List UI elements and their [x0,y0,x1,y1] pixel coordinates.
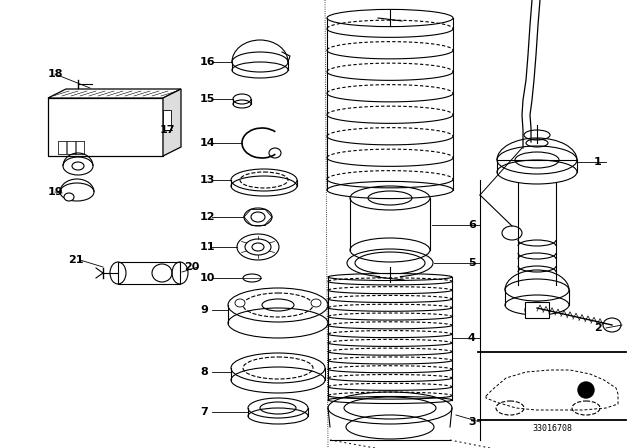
Polygon shape [48,89,181,98]
Ellipse shape [525,302,549,318]
Text: 4: 4 [468,333,476,343]
Circle shape [578,382,594,398]
Text: 12: 12 [200,212,216,222]
Bar [525,302,549,318]
Bar [58,141,84,154]
Bar [58,141,66,154]
Text: 6: 6 [468,220,476,230]
Text: 10: 10 [200,273,216,283]
Text: 13: 13 [200,175,216,185]
Text: 3: 3 [468,417,476,427]
Text: 17: 17 [160,125,175,135]
Ellipse shape [311,299,321,307]
Text: 14: 14 [200,138,216,148]
Text: 33016708: 33016708 [532,424,572,433]
Bar [118,262,180,284]
Text: 2: 2 [594,323,602,333]
Polygon shape [163,89,181,156]
Text: 16: 16 [200,57,216,67]
Text: 15: 15 [200,94,216,104]
Ellipse shape [64,193,74,201]
Text: 21: 21 [68,255,83,265]
Text: 9: 9 [200,305,208,315]
Text: 19: 19 [48,187,63,197]
Ellipse shape [235,299,245,307]
Text: 7: 7 [200,407,208,417]
Ellipse shape [603,318,621,332]
Text: 18: 18 [48,69,63,79]
Text: 1: 1 [594,157,602,167]
Bar [76,141,84,154]
Bar [67,141,75,154]
Bar [163,110,171,130]
Text: 20: 20 [184,262,200,272]
Bar [48,98,163,156]
Text: 8: 8 [200,367,208,377]
Text: 5: 5 [468,258,476,268]
Text: 11: 11 [200,242,216,252]
